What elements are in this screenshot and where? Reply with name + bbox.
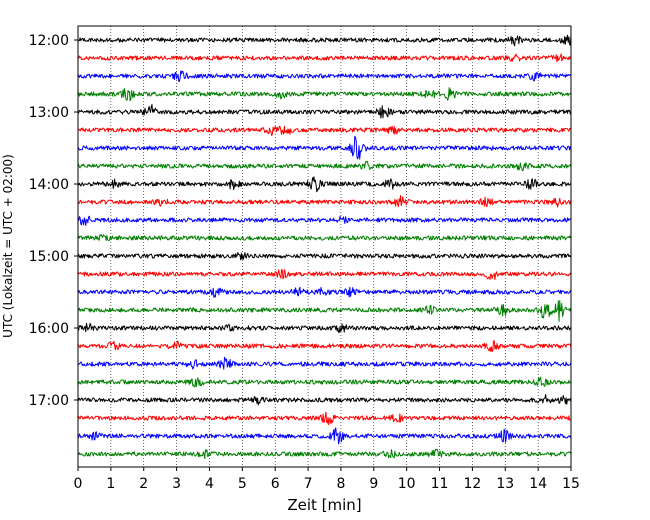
x-tick-label: 8 [336,476,345,492]
x-tick-label: 15 [562,476,580,492]
x-tick-label: 5 [238,476,247,492]
trace-1445 [77,234,572,242]
y-axis-label: UTC (Lokalzeit = UTC + 02:00) [1,154,15,338]
trace-1230 [77,70,572,82]
traces-layer [77,34,572,460]
trace-1630 [77,356,572,370]
trace-1600 [77,322,572,333]
y-tick-label: 13:00 [29,105,69,121]
plot-frame [77,25,572,468]
trace-1715 [77,411,572,426]
trace-1515 [77,269,572,281]
x-tick-label: 9 [369,476,378,492]
x-tick-label: 7 [304,476,313,492]
x-tick-label: 2 [139,476,148,492]
trace-1500 [77,251,572,261]
trace-1745 [77,448,572,460]
trace-1645 [77,376,572,388]
x-tick-label: 1 [106,476,115,492]
x-tick-label: 3 [172,476,181,492]
y-tick-label: 17:00 [29,393,69,409]
trace-1530 [77,286,572,298]
trace-1615 [77,340,572,353]
x-tick-label: 10 [398,476,416,492]
trace-1415 [77,195,572,208]
y-tick-label: 14:00 [29,177,69,193]
x-tick-label: 4 [205,476,214,492]
trace-1345 [77,160,572,172]
trace-1215 [77,53,572,63]
y-tick-label: 12:00 [29,33,69,49]
x-tick-label: 13 [496,476,514,492]
trace-1730 [77,427,572,445]
trace-1400 [77,176,572,193]
trace-1430 [77,215,572,227]
x-tick-label: 14 [529,476,547,492]
x-tick-label: 11 [431,476,449,492]
trace-1330 [77,136,572,160]
trace-1315 [77,125,572,136]
x-tick-label: 0 [74,476,83,492]
x-tick-label: 6 [271,476,280,492]
x-tick-label: 12 [463,476,481,492]
trace-1700 [77,393,572,406]
x-axis-label: Zeit [min] [287,496,361,514]
trace-1300 [77,103,572,119]
axis-layer: 0 1 2 3 4 5 6 7 8 9 10 11 12 13 14 1512:0013:0014:0015:… [29,33,580,492]
trace-1200 [77,34,572,47]
trace-1545 [77,300,572,322]
y-tick-label: 15:00 [29,249,69,265]
y-tick-label: 16:00 [29,321,69,337]
trace-1245 [77,87,572,102]
